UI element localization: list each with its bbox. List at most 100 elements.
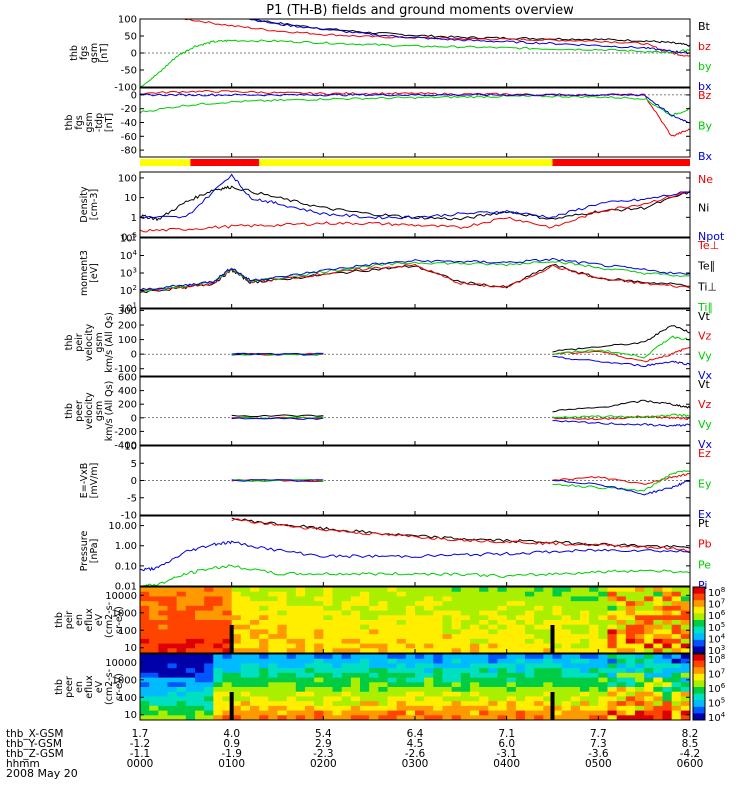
heatmap-cell <box>470 682 480 688</box>
heatmap-cell <box>360 663 370 669</box>
heatmap-cell <box>506 677 517 683</box>
legend-Ti∥: Ti∥ <box>697 301 713 314</box>
heatmap-cell <box>625 591 636 597</box>
heatmap-cell <box>653 610 663 616</box>
ytick-label: -10 <box>121 511 137 522</box>
heatmap-cell <box>525 634 535 640</box>
heatmap-cell <box>286 634 297 640</box>
heatmap-cell <box>635 705 645 712</box>
ylabel-line: peir <box>74 333 85 352</box>
heatmap-cell <box>671 663 682 669</box>
heatmap-cell <box>259 587 269 593</box>
heatmap-cell <box>552 687 563 693</box>
series-Ni <box>140 185 690 222</box>
heatmap-cell <box>653 677 663 683</box>
series-group <box>140 470 690 496</box>
heatmap-cell <box>176 663 187 669</box>
heatmap-cell <box>644 643 654 649</box>
heatmap-cell <box>680 648 690 653</box>
heatmap-cell <box>479 691 489 697</box>
heatmap-cell <box>607 587 618 593</box>
heatmap-cell <box>525 596 535 602</box>
heatmap-cell <box>295 629 306 635</box>
heatmap-cell <box>635 668 645 674</box>
ytick-label: 100 <box>118 335 137 346</box>
heatmap-cell <box>396 634 407 640</box>
heatmap-cell <box>635 629 645 635</box>
heatmap-cell <box>259 696 269 702</box>
heatmap-cell <box>158 691 168 697</box>
heatmap-cell <box>158 591 168 597</box>
heatmap-cell <box>240 620 251 626</box>
heatmap-cell <box>662 715 673 720</box>
heatmap-cell <box>259 668 269 674</box>
heatmap-cell <box>204 596 214 602</box>
heatmap-cell <box>396 658 407 664</box>
heatmap-cell <box>580 658 590 664</box>
heatmap-cell <box>644 710 654 716</box>
heatmap-cell <box>433 634 443 640</box>
heatmap-cell <box>341 643 352 649</box>
ytick-label: -20 <box>121 104 137 115</box>
heatmap-cell <box>323 601 333 607</box>
heatmap-cell <box>598 610 608 616</box>
heatmap-cell <box>350 682 361 688</box>
ytick-label: 1000 <box>112 608 137 619</box>
heatmap-cell <box>589 634 599 640</box>
ylabel-line: km/s (All Qs) <box>104 381 115 442</box>
heatmap-cell <box>240 715 251 720</box>
heatmap-cell <box>580 596 590 602</box>
series-Ex <box>231 479 690 496</box>
heatmap-cell <box>589 624 599 630</box>
legend-Pt: Pt <box>698 517 710 530</box>
heatmap-cell <box>149 629 159 635</box>
heatmap-cell <box>222 620 233 626</box>
heatmap-cell <box>140 610 150 616</box>
heatmap-cell <box>525 691 535 697</box>
heatmap-cell <box>470 687 480 693</box>
heatmap-cell <box>405 648 416 653</box>
heatmap-cell <box>415 715 425 720</box>
heatmap-cell <box>277 638 288 645</box>
heatmap-cell <box>396 705 407 712</box>
heatmap-cell <box>497 620 508 626</box>
heatmap-cell <box>497 658 508 664</box>
ylabel-line: peer <box>74 400 85 422</box>
heatmap-cell <box>442 591 453 597</box>
heatmap-cell <box>515 672 526 679</box>
heatmap-cell <box>644 715 654 720</box>
heatmap-cell <box>378 587 388 593</box>
heatmap-cell <box>635 663 645 669</box>
heatmap-cell <box>204 591 214 597</box>
series-Pi <box>140 540 690 572</box>
heatmap-cell <box>415 672 425 679</box>
heatmap-cell <box>167 668 178 674</box>
heatmap-cell <box>195 668 205 674</box>
ylabel-line: Density <box>79 186 90 222</box>
heatmap-cell <box>176 615 187 621</box>
heatmap-cell <box>213 624 223 630</box>
heatmap-cell <box>360 615 370 621</box>
heatmap-cell <box>204 658 214 664</box>
heatmap-cell <box>644 658 654 664</box>
heatmap-cell <box>140 672 150 679</box>
heatmap-cell <box>598 587 608 593</box>
heatmap-cell <box>415 624 425 630</box>
heatmap-cell <box>598 634 608 640</box>
heatmap-cell <box>360 658 370 664</box>
heatmap-cell <box>222 587 233 593</box>
heatmap-cell <box>635 648 645 653</box>
heatmap-cell <box>561 715 572 720</box>
heatmap-cell <box>350 672 361 679</box>
heatmap-cell <box>607 687 618 693</box>
heatmap-cell <box>552 677 563 683</box>
heatmap-cell <box>167 615 178 621</box>
ytick-label: -100 <box>114 364 137 375</box>
heatmap-cell <box>598 705 608 712</box>
heatmap-cell <box>176 634 187 640</box>
heatmap-cell <box>589 687 599 693</box>
colorbar-step <box>693 593 705 601</box>
heatmap-cell <box>350 696 361 702</box>
heatmap-cell <box>570 605 581 612</box>
